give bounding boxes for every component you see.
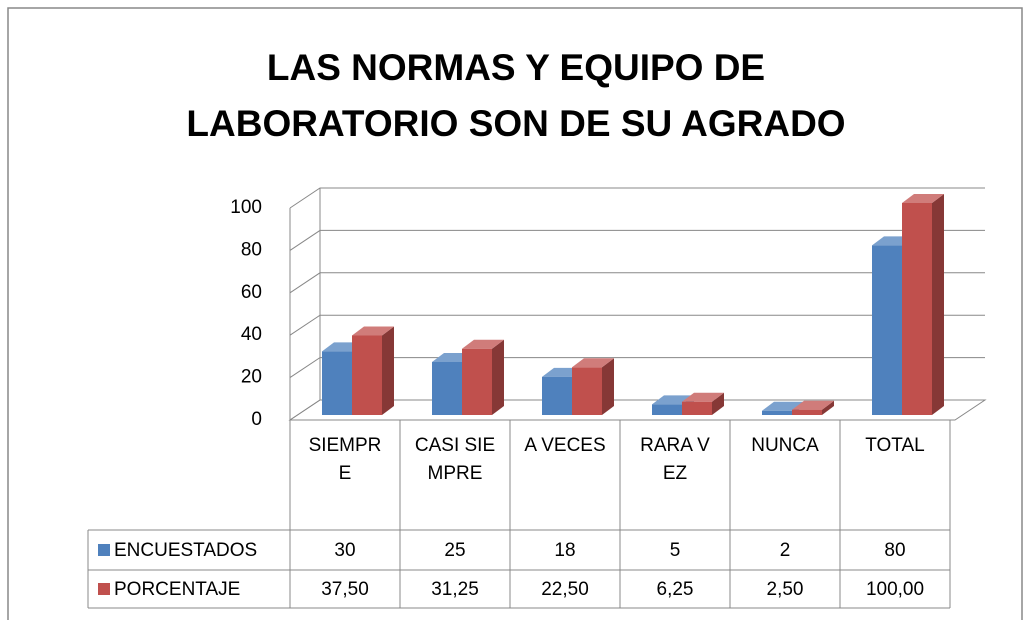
category-label: RARA VEZ (640, 435, 710, 484)
table-value: 2 (780, 540, 791, 561)
bar-front (902, 203, 932, 415)
bar (902, 194, 944, 415)
grid-line (289, 314, 985, 336)
bar-side (602, 358, 614, 415)
bar-front (872, 245, 902, 415)
table-value: 25 (444, 540, 465, 561)
bar (462, 339, 504, 415)
legend-swatch (98, 544, 110, 556)
bar-front (792, 409, 822, 415)
bar-side (492, 339, 504, 415)
bar-top (902, 194, 944, 203)
bar (572, 358, 614, 415)
category-label: NUNCA (751, 435, 819, 456)
bar-top (762, 401, 804, 411)
bar-front (572, 367, 602, 415)
bar-front (682, 401, 712, 415)
table-value: 5 (670, 540, 681, 561)
category-label: A VECES (524, 435, 606, 456)
bar-top (352, 326, 394, 336)
bar (352, 326, 394, 415)
bar-side (382, 326, 394, 415)
bar-top (572, 358, 614, 368)
table-value: 22,50 (541, 579, 589, 600)
bar-front (652, 404, 682, 415)
y-tick-label: 40 (241, 324, 262, 345)
grid-line (289, 357, 985, 379)
bar-front (462, 348, 492, 415)
table-value: 31,25 (431, 579, 479, 600)
grid-line (289, 272, 985, 294)
table-value: 2,50 (767, 579, 804, 600)
bar (792, 400, 834, 415)
bar-front (322, 351, 352, 415)
table-value: 100,00 (866, 579, 924, 600)
legend-label: PORCENTAJE (114, 579, 240, 600)
grid-line (289, 399, 985, 421)
bar-side (712, 392, 724, 415)
bar-top (792, 400, 834, 410)
category-label: CASI SIEMPRE (414, 435, 496, 484)
chart-border (7, 7, 1023, 620)
y-tick-label: 20 (241, 367, 262, 388)
bar-side (932, 194, 944, 415)
table-value: 6,25 (657, 579, 694, 600)
grid-line (289, 187, 985, 209)
bar-front (542, 376, 572, 415)
table-value: 18 (554, 540, 575, 561)
table-value: 80 (884, 540, 905, 561)
grid-line (289, 229, 985, 251)
legend-label: ENCUESTADOS (114, 540, 257, 561)
table-value: 30 (334, 540, 355, 561)
bar-top (462, 339, 504, 349)
y-tick-label: 80 (241, 239, 262, 260)
bar-top (682, 392, 724, 402)
y-tick-label: 60 (241, 282, 262, 303)
bar (682, 392, 724, 415)
category-label: SIEMPRE (308, 435, 382, 484)
y-tick-label: 100 (230, 197, 262, 218)
table-value: 37,50 (321, 579, 369, 600)
legend-swatch (98, 583, 110, 595)
bar-front (762, 410, 792, 415)
y-tick-label: 0 (251, 409, 262, 430)
chart-title: LAS NORMAS Y EQUIPO DE LABORATORIO SON D… (186, 47, 846, 144)
category-label: TOTAL (865, 435, 925, 456)
bar-side (822, 400, 834, 415)
bar-front (352, 335, 382, 415)
bar-front (432, 362, 462, 415)
